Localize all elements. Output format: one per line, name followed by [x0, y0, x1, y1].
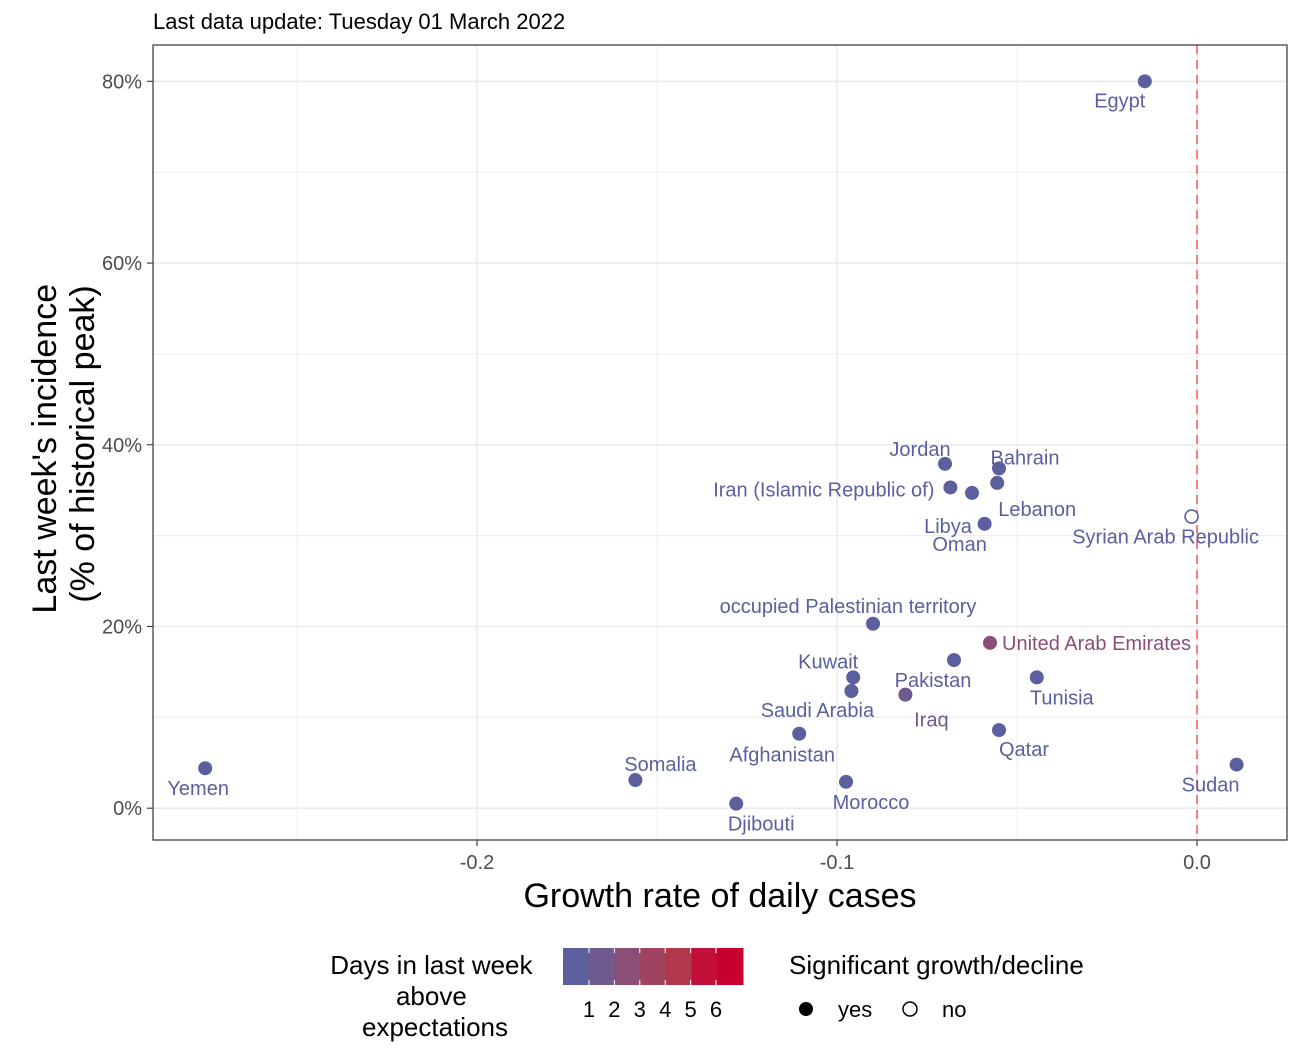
y-axis-title-line-1: Last week's incidence — [26, 284, 64, 614]
point-jordan — [938, 456, 952, 471]
color-legend-title-line-2: above — [396, 981, 467, 1011]
label-yemen: Yemen — [167, 778, 229, 800]
colorbar-label: 5 — [684, 997, 696, 1022]
point-egypt — [1137, 74, 1152, 89]
point-qatar — [992, 723, 1006, 738]
y-tick-label: 80% — [102, 71, 142, 93]
color-legend-title-line-3: expectations — [362, 1012, 508, 1042]
chart-subtitle: Last data update: Tuesday 01 March 2022 — [153, 9, 565, 34]
label-saudi-arabia: Saudi Arabia — [761, 700, 875, 722]
gridlines — [153, 45, 1287, 840]
legend-filled-circle-icon — [799, 1002, 813, 1016]
plot-panel-border — [152, 44, 1288, 841]
y-tick-label: 20% — [102, 616, 142, 638]
label-pakistan: Pakistan — [895, 670, 972, 692]
label-djibouti: Djibouti — [728, 814, 795, 836]
label-egypt: Egypt — [1094, 90, 1146, 112]
colorbar-segment — [691, 948, 718, 985]
point-sudan — [1229, 757, 1244, 772]
label-tunisia: Tunisia — [1030, 687, 1095, 709]
point-kuwait — [846, 670, 861, 685]
colorbar — [563, 948, 744, 985]
point-oman — [977, 516, 992, 531]
legend-open-circle-icon — [902, 1001, 918, 1017]
label-jordan: Jordan — [889, 439, 950, 461]
label-united-arab-emirates: United Arab Emirates — [1002, 633, 1191, 655]
colorbar-segment — [588, 948, 615, 985]
label-occupied-palestinian-territory: occupied Palestinian territory — [720, 596, 977, 618]
colorbar-label: 1 — [583, 997, 595, 1022]
point-bahrain — [992, 461, 1006, 476]
shape-legend: Significant growth/decline yes no — [789, 950, 1084, 1022]
data-points — [198, 74, 1244, 811]
colorbar-segment — [665, 948, 693, 985]
y-axis-ticks: 0% 20% 40% 60% 80% — [102, 71, 153, 820]
point-occupied-palestinian-territory — [866, 616, 880, 631]
label-morocco: Morocco — [833, 792, 910, 814]
x-axis-title: Growth rate of daily cases — [523, 877, 916, 915]
shape-legend-title: Significant growth/decline — [789, 950, 1084, 980]
point-iraq — [898, 687, 913, 702]
x-tick-label: -0.2 — [460, 852, 494, 874]
label-qatar: Qatar — [999, 739, 1049, 761]
point-libya — [965, 485, 979, 500]
colorbar-label: 3 — [634, 997, 646, 1022]
label-bahrain: Bahrain — [991, 447, 1060, 469]
legend-yes-label: yes — [838, 997, 872, 1022]
label-somalia: Somalia — [624, 754, 697, 776]
label-iraq: Iraq — [914, 710, 948, 732]
colorbar-label: 4 — [659, 997, 671, 1022]
point-tunisia — [1029, 670, 1044, 685]
label-lebanon: Lebanon — [998, 499, 1076, 521]
label-libya: Libya — [924, 516, 973, 538]
label-syrian-arab-republic: Syrian Arab Republic — [1072, 527, 1259, 549]
x-tick-label: -0.1 — [820, 852, 854, 874]
colorbar-label: 6 — [710, 997, 722, 1022]
label-sudan: Sudan — [1182, 775, 1240, 797]
color-legend-title: Days in last week above expectations — [330, 950, 540, 1042]
y-tick-label: 60% — [102, 253, 142, 275]
y-axis-title: Last week's incidence (% of historical p… — [26, 274, 102, 613]
x-tick-label: 0.0 — [1183, 852, 1211, 874]
point-syrian-arab-republic — [1184, 509, 1199, 524]
colorbar-segment — [717, 948, 744, 985]
y-tick-label: 0% — [113, 798, 142, 820]
y-axis-title-line-2: (% of historical peak) — [64, 285, 102, 602]
point-saudi-arabia — [844, 683, 859, 698]
label-kuwait: Kuwait — [798, 651, 858, 673]
point-lebanon — [990, 475, 1005, 490]
point-pakistan — [947, 653, 961, 668]
label-iran-islamic-republic-of: Iran (Islamic Republic of) — [713, 479, 934, 501]
colorbar-label: 2 — [608, 997, 620, 1022]
color-legend-title-line-1: Days in last week — [330, 950, 533, 980]
point-united-arab-emirates — [983, 635, 997, 650]
point-labels: Egypt Jordan Bahrain Lebanon Iran (Islamic R… — [167, 90, 1259, 835]
label-afghanistan: Afghanistan — [729, 745, 835, 767]
colorbar-segment — [563, 948, 590, 985]
legend-no-label: no — [942, 997, 966, 1022]
point-morocco — [839, 774, 853, 789]
point-afghanistan — [792, 726, 807, 741]
point-djibouti — [729, 796, 744, 811]
point-iran-islamic-republic-of — [943, 480, 958, 495]
label-oman: Oman — [932, 534, 986, 556]
y-tick-label: 40% — [102, 435, 142, 457]
x-axis-ticks: -0.2 -0.1 0.0 — [460, 840, 1211, 874]
colorbar-segment — [614, 948, 641, 985]
point-yemen — [198, 761, 213, 776]
point-somalia — [628, 773, 643, 788]
colorbar-segment — [640, 948, 667, 985]
